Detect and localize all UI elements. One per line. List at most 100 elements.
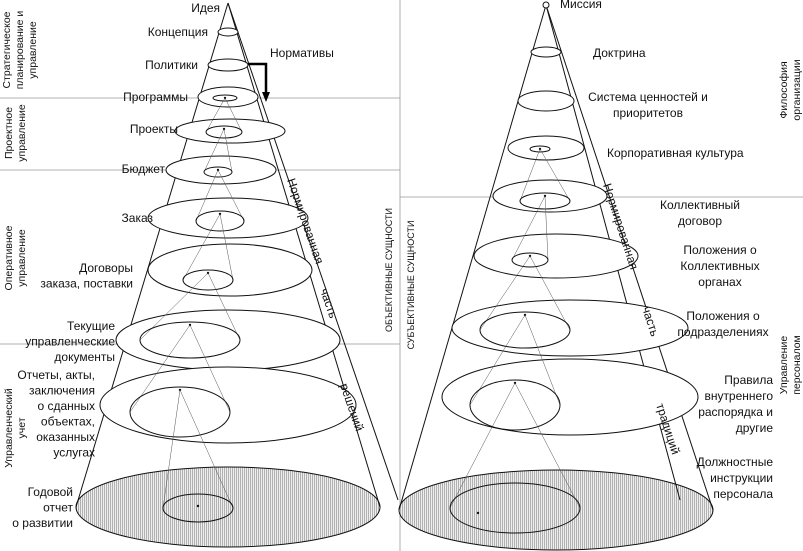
level-label: Корпоративная культура xyxy=(607,146,744,160)
label-line: Заказ xyxy=(122,211,154,225)
arrow-head xyxy=(262,92,270,102)
inner xyxy=(203,166,233,178)
inner xyxy=(195,210,245,232)
inner xyxy=(182,269,234,291)
cone-edge xyxy=(227,2,381,508)
thin xyxy=(514,382,581,509)
thin xyxy=(217,169,245,222)
zone-label: Проектноеуправление xyxy=(3,104,28,162)
label-line: управление xyxy=(16,229,28,287)
level-label: Договоры заказа, поставки xyxy=(40,261,133,291)
label-line: Идея xyxy=(191,1,220,15)
inner xyxy=(129,386,231,438)
inner xyxy=(519,192,571,210)
level xyxy=(217,27,239,37)
label-line: учет xyxy=(16,417,28,438)
level-label: Бюджет xyxy=(122,162,166,176)
label-line: внутреннего xyxy=(704,389,773,403)
level-label: Миссия xyxy=(560,0,602,11)
base xyxy=(398,469,714,551)
label-line: Управленческий xyxy=(3,388,15,468)
label-line: Концепция xyxy=(148,25,208,39)
thin xyxy=(449,382,516,509)
label-line: Должностные xyxy=(697,455,774,469)
thin xyxy=(195,169,219,222)
level xyxy=(441,358,699,436)
level-label: Годовой отчет о развитии xyxy=(12,485,73,530)
level xyxy=(115,309,341,371)
label-line: Текущие xyxy=(67,319,115,333)
label-line: Программы xyxy=(123,90,188,104)
label-line: инструкции xyxy=(710,471,773,485)
level xyxy=(174,118,286,144)
label-line: Оперативное xyxy=(3,225,15,290)
zone-label: Стратегическоепланирование иуправление xyxy=(1,11,39,90)
label-line: управление xyxy=(27,21,39,79)
inner xyxy=(162,493,234,523)
zone-label: Управлениеперсоналом xyxy=(778,335,803,395)
thin xyxy=(189,324,231,413)
level-label: Программы xyxy=(123,90,188,104)
thin xyxy=(179,389,234,509)
cone-edge xyxy=(398,4,547,511)
level-label: Положения о подразделениях xyxy=(677,309,768,339)
level-label: Доктрина xyxy=(593,46,646,60)
label-line: Коллективных xyxy=(680,259,759,273)
level-label: Коллективный договор xyxy=(660,198,740,228)
label-line: Стратегическое xyxy=(1,11,13,88)
label-line: отчет xyxy=(43,501,73,515)
thin xyxy=(182,213,221,281)
label-line: Философия xyxy=(778,61,790,118)
label-line: организации xyxy=(791,59,803,120)
thin xyxy=(524,314,561,406)
label-line: Корпоративная культура xyxy=(607,146,744,160)
label-line: Проекты xyxy=(130,122,178,136)
label-line: персонала xyxy=(713,487,773,501)
level-label: Заказ xyxy=(122,211,154,225)
level xyxy=(473,233,639,279)
label-line: Доктрина xyxy=(593,46,646,60)
label-line: Правила xyxy=(724,373,773,387)
level-label: Должностные инструкции персонала xyxy=(697,455,774,501)
label-line: Проектное xyxy=(3,107,15,159)
normatives: Нормативы xyxy=(270,46,334,60)
inner xyxy=(212,94,238,102)
level xyxy=(147,243,313,297)
label-line: Договоры xyxy=(79,261,133,275)
level xyxy=(207,58,249,72)
label-line: услугах xyxy=(53,446,95,460)
thin xyxy=(511,195,546,261)
level xyxy=(530,46,562,58)
label-line: подразделениях xyxy=(677,325,768,339)
level xyxy=(517,90,575,112)
thin xyxy=(203,128,225,173)
label-line: органах xyxy=(698,275,741,289)
inner xyxy=(479,311,571,349)
label-line: другие xyxy=(736,421,774,435)
inner xyxy=(205,125,243,139)
cone-edge xyxy=(75,2,229,508)
level xyxy=(542,1,550,9)
zone-label: Оперативноеуправление xyxy=(3,225,28,290)
thin xyxy=(544,195,549,261)
label-line: Миссия xyxy=(560,0,602,11)
subjective: СУБЪЕКТИВНЫЕ СУЩНОСТИ xyxy=(406,221,416,350)
label-line: Отчеты, акты, xyxy=(17,368,95,382)
inner xyxy=(139,321,241,359)
level-label: Проекты xyxy=(130,122,178,136)
level-label: Отчеты, акты, заключения о сданных объектах… xyxy=(17,368,95,460)
level xyxy=(165,155,277,185)
label-line: о развитии xyxy=(12,516,73,530)
level-label: Идея xyxy=(191,1,220,15)
level-label: Концепция xyxy=(148,25,208,39)
level-label: Правила внутреннего распорядка и другие xyxy=(698,373,773,435)
normatives-arrow xyxy=(248,62,268,98)
zone-label: Философияорганизации xyxy=(778,59,803,120)
labels: Идея Концепция Политики Программы Проекты Бюд… xyxy=(1,0,803,530)
inner xyxy=(449,482,581,534)
thin xyxy=(223,128,233,173)
label-line: договор xyxy=(678,214,722,228)
level xyxy=(507,135,585,161)
